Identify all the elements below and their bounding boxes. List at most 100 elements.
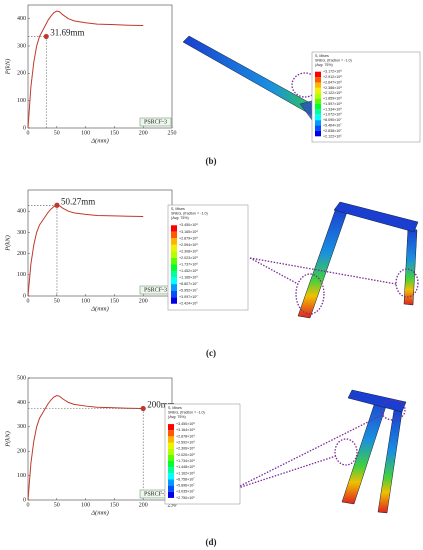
legend-value: +2.912×10⁸ — [323, 75, 342, 79]
x-tick-label: 50 — [54, 502, 60, 508]
legend-swatch — [171, 297, 177, 304]
legend-value: +2.647×10⁸ — [323, 80, 342, 84]
legend-value: +2.879×10⁸ — [179, 236, 198, 240]
x-axis-label: Δ(mm) — [90, 137, 109, 144]
y-tick-label: 500 — [17, 375, 26, 381]
legend-swatch — [171, 277, 177, 285]
plot-frame — [27, 189, 173, 297]
label-box — [139, 117, 172, 127]
legend-value: +2.386×10⁸ — [323, 86, 342, 90]
legend-swatch — [171, 264, 177, 272]
legend-value: +1.166×10⁸ — [179, 276, 198, 280]
legend-swatch — [168, 491, 174, 498]
y-axis-label: P(kN) — [4, 59, 11, 76]
legend-value: +1.448×10⁸ — [176, 465, 195, 469]
x-tick-label: 250 — [168, 502, 177, 508]
legend-value: +2.592×10⁸ — [176, 440, 195, 444]
legend-swatch — [315, 130, 321, 137]
annotation: 50.27mm — [61, 196, 95, 206]
legend-value: +3.172×10⁸ — [323, 70, 342, 74]
legend-value: +1.597×10⁸ — [323, 102, 342, 106]
x-tick-label: 0 — [27, 130, 30, 136]
legend-value: +2.838×10⁷ — [323, 129, 342, 133]
legend-swatch — [315, 104, 321, 110]
legend-value: +5.464×10⁷ — [323, 123, 342, 127]
legend-value: +3.450×10⁸ — [176, 422, 195, 426]
data-line — [27, 10, 144, 129]
y-tick-label: 200 — [17, 251, 26, 257]
legend-swatch — [171, 284, 177, 291]
marker — [54, 202, 60, 208]
legend-swatch — [168, 473, 174, 480]
legend-value: +2.424×10⁶ — [179, 302, 198, 306]
legend-swatch — [168, 479, 174, 486]
x-tick-label: 50 — [54, 130, 60, 136]
legend-value: +5.952×10⁷ — [179, 289, 198, 293]
legend-swatch — [168, 467, 174, 474]
legend-swatch — [315, 87, 321, 94]
legend-value: +3.097×10⁷ — [179, 295, 198, 299]
y-tick-label: 300 — [17, 43, 26, 49]
chart-label: PSRCF-3 — [144, 119, 167, 125]
legend-swatch — [171, 257, 177, 265]
x-tick-label: 250 — [168, 130, 177, 136]
legend-value: +1.452×10⁸ — [179, 269, 198, 273]
legend-box — [164, 403, 241, 505]
legend-value: +2.308×10⁸ — [179, 249, 198, 253]
y-tick-label: 0 — [23, 497, 26, 503]
legend-subtitle: SNEG, (fraction = -1.0) — [171, 211, 208, 215]
x-tick-label: 200 — [139, 298, 148, 304]
legend-value: +3.164×10⁸ — [176, 428, 195, 432]
legend-value: +1.859×10⁸ — [323, 97, 342, 101]
annotation: 200mm — [147, 400, 175, 410]
legend-title: S, Mises — [171, 207, 185, 211]
legend-swatch — [171, 231, 177, 239]
legend-value: +8.090×10⁷ — [323, 118, 342, 122]
y-axis-label: P(kN) — [4, 235, 11, 252]
legend-avg: (Avg: 75%) — [315, 63, 333, 67]
legend-swatch — [315, 82, 321, 88]
legend-swatch — [171, 251, 177, 258]
x-tick-label: 200 — [139, 502, 148, 508]
legend-value: +2.122×10⁵ — [323, 134, 342, 138]
legend-value: +1.162×10⁸ — [176, 471, 195, 475]
legend-swatch — [168, 436, 174, 443]
legend-value: +8.756×10⁷ — [176, 477, 195, 481]
x-tick-label: 100 — [81, 130, 90, 136]
legend-value: +1.072×10⁸ — [323, 113, 342, 117]
x-axis-label: Δ(mm) — [90, 509, 109, 516]
legend-value: +8.807×10⁷ — [179, 282, 198, 286]
legend-swatch — [315, 125, 321, 131]
y-tick-label: 200 — [17, 71, 26, 77]
legend-swatch — [171, 271, 177, 278]
legend-title: S, Mises — [315, 54, 329, 58]
marker — [43, 33, 49, 40]
x-axis-label: Δ(mm) — [90, 305, 109, 312]
chart-label: PSRCF-3 — [144, 287, 167, 293]
legend-swatch — [168, 442, 174, 449]
legend-swatch — [315, 114, 321, 121]
data-line — [27, 204, 144, 297]
y-tick-label: 0 — [23, 125, 26, 131]
legend-avg: (Avg: 75%) — [168, 415, 186, 419]
legend-value: +2.594×10⁸ — [179, 243, 198, 247]
fem-model — [249, 201, 419, 319]
legend-value: +2.023×10⁸ — [179, 256, 198, 260]
x-tick-label: 150 — [110, 130, 119, 136]
data-line — [27, 395, 144, 501]
legend-title: S, Mises — [168, 406, 182, 410]
fem-model — [231, 389, 407, 514]
legend-swatch — [315, 93, 321, 99]
annotation: 31.69mm — [50, 27, 84, 37]
legend-swatch — [171, 244, 177, 252]
legend-box — [167, 204, 249, 311]
legend-subtitle: SNEG, (fraction = -1.0) — [315, 58, 352, 62]
y-tick-label: 100 — [17, 473, 26, 479]
x-tick-label: 150 — [110, 298, 119, 304]
x-tick-label: 150 — [110, 502, 119, 508]
y-tick-label: 400 — [17, 16, 26, 22]
legend-value: +2.878×10⁸ — [176, 434, 195, 438]
legend-swatch — [171, 225, 177, 232]
legend-value: +3.035×10⁷ — [176, 490, 195, 494]
